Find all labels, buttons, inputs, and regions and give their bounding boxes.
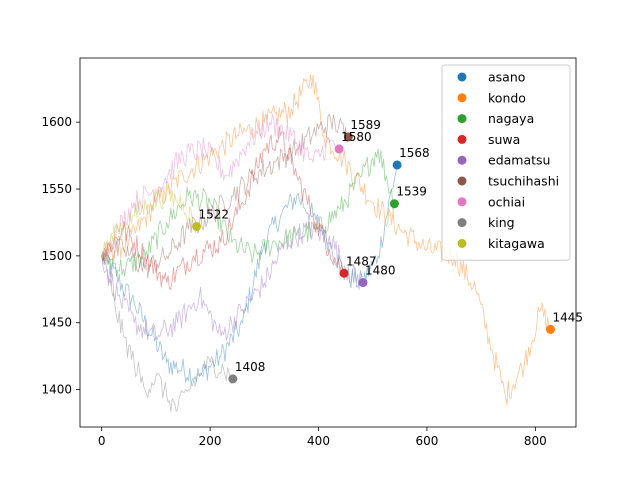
end-value-label-ochiai: 1580 — [341, 130, 372, 144]
legend-label-asano: asano — [488, 70, 525, 85]
y-tick-label: 1600 — [41, 115, 72, 129]
series-line-kondo — [101, 73, 551, 406]
legend-marker-king — [457, 218, 467, 228]
y-tick-label: 1550 — [41, 182, 72, 196]
series-line-tsuchihashi — [101, 113, 349, 279]
series-line-ochiai — [101, 113, 340, 265]
end-marker-nagaya — [389, 199, 399, 209]
end-marker-asano — [392, 160, 402, 170]
legend-label-edamatsu: edamatsu — [488, 153, 550, 168]
end-marker-suwa — [339, 268, 349, 278]
series-line-nagaya — [101, 148, 395, 277]
end-value-label-nagaya: 1539 — [396, 185, 427, 199]
plot-frame — [79, 57, 577, 428]
end-value-label-king: 1408 — [235, 360, 266, 374]
legend: asano kondo nagaya suwa edamatsu tsuchihashi o… — [441, 64, 571, 261]
end-value-label-kitagawa: 1522 — [199, 207, 230, 221]
legend-label-nagaya: nagaya — [488, 111, 534, 126]
series-line-suwa — [101, 125, 345, 290]
x-tick-label: 400 — [307, 434, 330, 448]
legend-marker-edamatsu — [457, 155, 467, 165]
series-line-kitagawa — [101, 184, 197, 258]
x-tick-label: 200 — [199, 434, 222, 448]
series-line-edamatsu — [101, 219, 364, 341]
legend-marker-kondo — [457, 93, 467, 103]
y-tick-label: 1450 — [41, 316, 72, 330]
x-tick-label: 0 — [98, 434, 106, 448]
x-tick-label: 800 — [524, 434, 547, 448]
legend-box — [441, 64, 571, 261]
legend-label-kitagawa: kitagawa — [488, 236, 545, 251]
legend-label-king: king — [488, 215, 515, 230]
axes: 0 200 400 600 800 1400 1450 1500 1550 1600 — [41, 57, 577, 448]
end-marker-edamatsu — [358, 278, 368, 288]
end-marker-kondo — [546, 324, 556, 334]
x-tick-label: 600 — [415, 434, 438, 448]
end-marker-tsuchihashi — [343, 132, 353, 142]
end-value-label-suwa: 1487 — [346, 254, 377, 268]
end-marker-kitagawa — [192, 221, 202, 231]
legend-marker-asano — [457, 72, 467, 82]
series-lines — [101, 73, 551, 412]
legend-label-ochiai: ochiai — [488, 194, 525, 209]
series-line-king — [101, 250, 234, 412]
end-value-label-kondo: 1445 — [553, 310, 584, 324]
y-tick-label: 1500 — [41, 249, 72, 263]
end-marker-ochiai — [334, 144, 344, 154]
end-value-label-tsuchihashi: 1589 — [350, 118, 381, 132]
end-value-label-asano: 1568 — [399, 146, 430, 160]
legend-marker-tsuchihashi — [457, 176, 467, 186]
y-tick-label: 1400 — [41, 383, 72, 397]
end-value-label-edamatsu: 1480 — [365, 264, 396, 278]
legend-marker-nagaya — [457, 114, 467, 124]
legend-label-tsuchihashi: tsuchihashi — [488, 174, 559, 189]
end-marker-king — [228, 374, 238, 384]
legend-label-kondo: kondo — [488, 90, 526, 105]
legend-label-suwa: suwa — [488, 132, 520, 147]
legend-marker-ochiai — [457, 197, 467, 207]
legend-marker-kitagawa — [457, 238, 467, 248]
legend-marker-suwa — [457, 134, 467, 144]
series-line-asano — [101, 164, 398, 386]
